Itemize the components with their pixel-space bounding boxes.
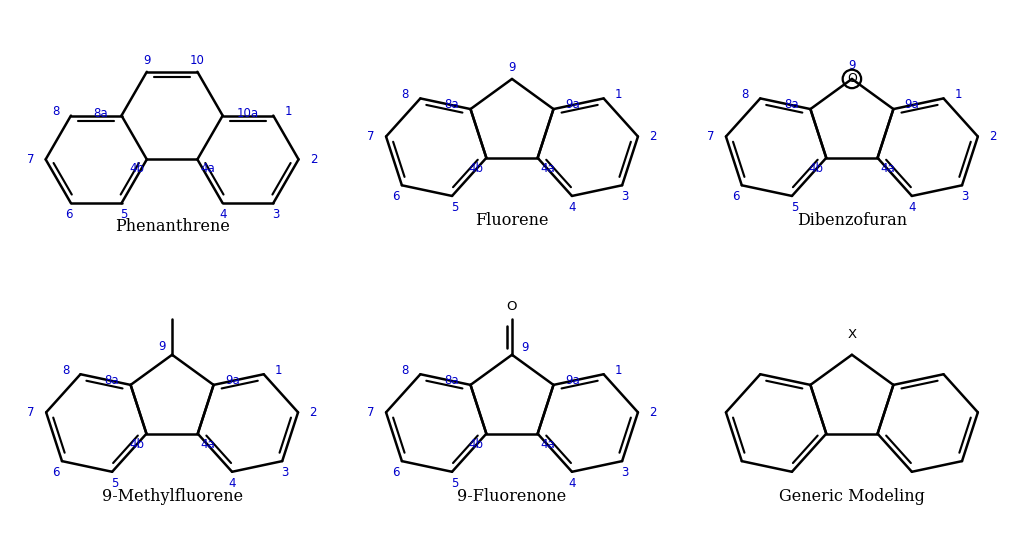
Text: 8a: 8a (93, 107, 108, 120)
Text: 1: 1 (954, 88, 963, 101)
Text: 5: 5 (451, 201, 459, 214)
Text: 3: 3 (961, 190, 969, 203)
Text: Phenanthrene: Phenanthrene (115, 219, 229, 236)
Text: Fluorene: Fluorene (475, 213, 549, 229)
Text: 7: 7 (368, 130, 375, 143)
Text: O: O (847, 72, 857, 86)
Text: 4a: 4a (541, 438, 555, 451)
Text: 9: 9 (521, 342, 528, 354)
Text: 5: 5 (121, 208, 128, 221)
Text: 3: 3 (621, 466, 629, 479)
Text: 4b: 4b (809, 162, 823, 175)
Text: 6: 6 (732, 190, 739, 203)
Text: 4a: 4a (201, 438, 215, 451)
Text: 1: 1 (615, 88, 623, 101)
Text: 9-Methylfluorene: 9-Methylfluorene (101, 487, 243, 505)
Text: 3: 3 (282, 466, 289, 479)
Text: 9a: 9a (225, 374, 240, 388)
Text: 5: 5 (451, 476, 459, 490)
Text: 9: 9 (848, 59, 856, 72)
Text: 8: 8 (401, 364, 409, 376)
Text: 7: 7 (28, 406, 35, 419)
Text: 8: 8 (61, 364, 70, 376)
Text: 4: 4 (219, 208, 226, 221)
Text: 7: 7 (368, 406, 375, 419)
Text: 7: 7 (708, 130, 715, 143)
Text: 4b: 4b (129, 438, 144, 451)
Text: 8: 8 (741, 88, 749, 101)
Text: 4b: 4b (469, 162, 483, 175)
Text: 6: 6 (392, 466, 399, 479)
Text: 3: 3 (272, 208, 280, 221)
Text: 9: 9 (143, 54, 151, 67)
Text: 4b: 4b (129, 162, 144, 175)
Text: 4: 4 (908, 201, 915, 214)
Text: 2: 2 (309, 153, 317, 166)
Text: 1: 1 (615, 364, 623, 376)
Text: 2: 2 (649, 130, 656, 143)
Text: 4a: 4a (880, 162, 895, 175)
Text: 4: 4 (568, 201, 575, 214)
Text: 8a: 8a (784, 98, 799, 112)
Text: 4b: 4b (469, 438, 483, 451)
Text: 5: 5 (111, 476, 119, 490)
Text: 5: 5 (791, 201, 798, 214)
Text: 8: 8 (52, 105, 59, 118)
Text: 4: 4 (568, 476, 575, 490)
Text: 9a: 9a (904, 98, 920, 112)
Text: 10a: 10a (237, 107, 258, 120)
Text: O: O (507, 300, 517, 313)
Text: 8a: 8a (444, 98, 459, 112)
Text: 2: 2 (649, 406, 656, 419)
Text: 6: 6 (392, 190, 399, 203)
Text: 4: 4 (228, 476, 236, 490)
Text: 2: 2 (989, 130, 996, 143)
Text: 9: 9 (159, 341, 166, 353)
Text: 9-Fluorenone: 9-Fluorenone (458, 487, 566, 505)
Text: 2: 2 (309, 406, 316, 419)
Text: 1: 1 (275, 364, 283, 376)
Text: 6: 6 (52, 466, 59, 479)
Text: X: X (847, 328, 856, 341)
Text: 9a: 9a (565, 98, 580, 112)
Text: Generic Modeling: Generic Modeling (779, 487, 925, 505)
Text: Dibenzofuran: Dibenzofuran (797, 213, 907, 229)
Text: 8a: 8a (104, 374, 120, 388)
Text: 10: 10 (189, 54, 205, 67)
Text: 1: 1 (285, 105, 292, 118)
Text: 9a: 9a (565, 374, 580, 388)
Text: 7: 7 (27, 153, 35, 166)
Text: 4a: 4a (200, 162, 215, 175)
Text: 8a: 8a (444, 374, 459, 388)
Text: 3: 3 (621, 190, 629, 203)
Text: 6: 6 (65, 208, 72, 221)
Text: 8: 8 (401, 88, 409, 101)
Text: 4a: 4a (541, 162, 555, 175)
Text: 9: 9 (508, 61, 516, 74)
